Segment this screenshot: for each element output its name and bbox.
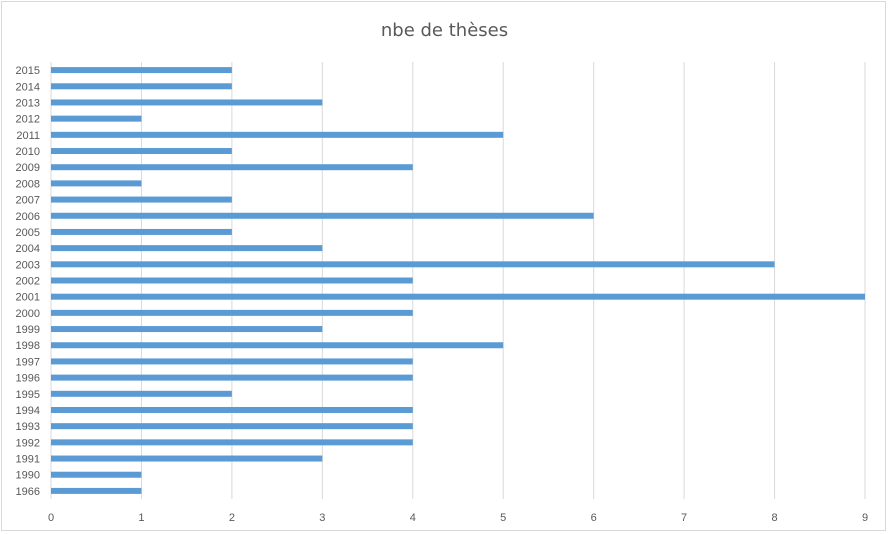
- bar-2008: [51, 180, 142, 187]
- bar-1990: [51, 471, 142, 478]
- bar-1992: [51, 439, 413, 446]
- y-tick-label: 1999: [16, 324, 40, 336]
- bar-2002: [51, 277, 413, 284]
- y-tick-label: 2010: [16, 146, 40, 158]
- x-tick-label: 2: [229, 512, 235, 524]
- x-tick-label: 8: [771, 512, 777, 524]
- x-tick-label: 9: [862, 512, 868, 524]
- y-tick-label: 1995: [16, 389, 40, 401]
- bar-1997: [51, 358, 413, 365]
- y-tick-label: 2000: [16, 308, 40, 320]
- bar-1993: [51, 423, 413, 430]
- y-tick-label: 1996: [16, 373, 40, 385]
- x-tick-label: 0: [48, 512, 54, 524]
- y-tick-label: 2011: [16, 130, 40, 142]
- bar-1996: [51, 374, 413, 381]
- x-tick-label: 7: [681, 512, 687, 524]
- y-tick-label: 1997: [16, 356, 40, 368]
- y-tick-label: 1992: [16, 437, 40, 449]
- y-tick-label: 2009: [16, 162, 40, 174]
- x-tick-label: 3: [319, 512, 325, 524]
- y-tick-label: 1994: [16, 405, 40, 417]
- x-tick-label: 6: [591, 512, 597, 524]
- y-tick-label: 1991: [16, 454, 40, 466]
- bar-1994: [51, 406, 413, 413]
- bar-2004: [51, 245, 323, 252]
- bar-1991: [51, 455, 323, 462]
- y-tick-label: 2008: [16, 178, 40, 190]
- x-tick-label: 1: [138, 512, 144, 524]
- y-tick-label: 2002: [16, 276, 40, 288]
- y-tick-label: 1993: [16, 421, 40, 433]
- bar-2001: [51, 293, 865, 300]
- y-tick-label: 2013: [16, 97, 40, 109]
- bar-2005: [51, 228, 232, 235]
- bar-2015: [51, 67, 232, 74]
- y-tick-label: 2014: [16, 81, 40, 93]
- y-tick-label: 2004: [16, 243, 40, 255]
- chart-title: nbe de thèses: [380, 20, 509, 41]
- bar-2003: [51, 261, 775, 268]
- y-tick-label: 2003: [16, 259, 40, 271]
- x-tick-label: 5: [500, 512, 506, 524]
- y-tick-label: 2007: [16, 195, 40, 207]
- bar-2013: [51, 99, 323, 106]
- bar-2010: [51, 148, 232, 155]
- bar-2011: [51, 131, 504, 138]
- y-tick-label: 2006: [16, 211, 40, 223]
- x-tick-label: 4: [410, 512, 416, 524]
- bar-2014: [51, 83, 232, 90]
- bar-1966: [51, 487, 142, 494]
- bar-2012: [51, 115, 142, 122]
- bar-1998: [51, 342, 504, 349]
- bar-2006: [51, 212, 594, 219]
- bar-1995: [51, 390, 232, 397]
- y-tick-label: 2012: [16, 114, 40, 126]
- y-tick-label: 1966: [16, 486, 40, 498]
- bar-2009: [51, 164, 413, 171]
- bar-2007: [51, 196, 232, 203]
- y-tick-label: 2015: [16, 65, 40, 77]
- y-tick-label: 2005: [16, 227, 40, 239]
- bar-1999: [51, 326, 323, 333]
- bar-2000: [51, 309, 413, 316]
- y-tick-label: 1998: [16, 340, 40, 352]
- y-tick-label: 2001: [16, 292, 40, 304]
- y-tick-label: 1990: [16, 470, 40, 482]
